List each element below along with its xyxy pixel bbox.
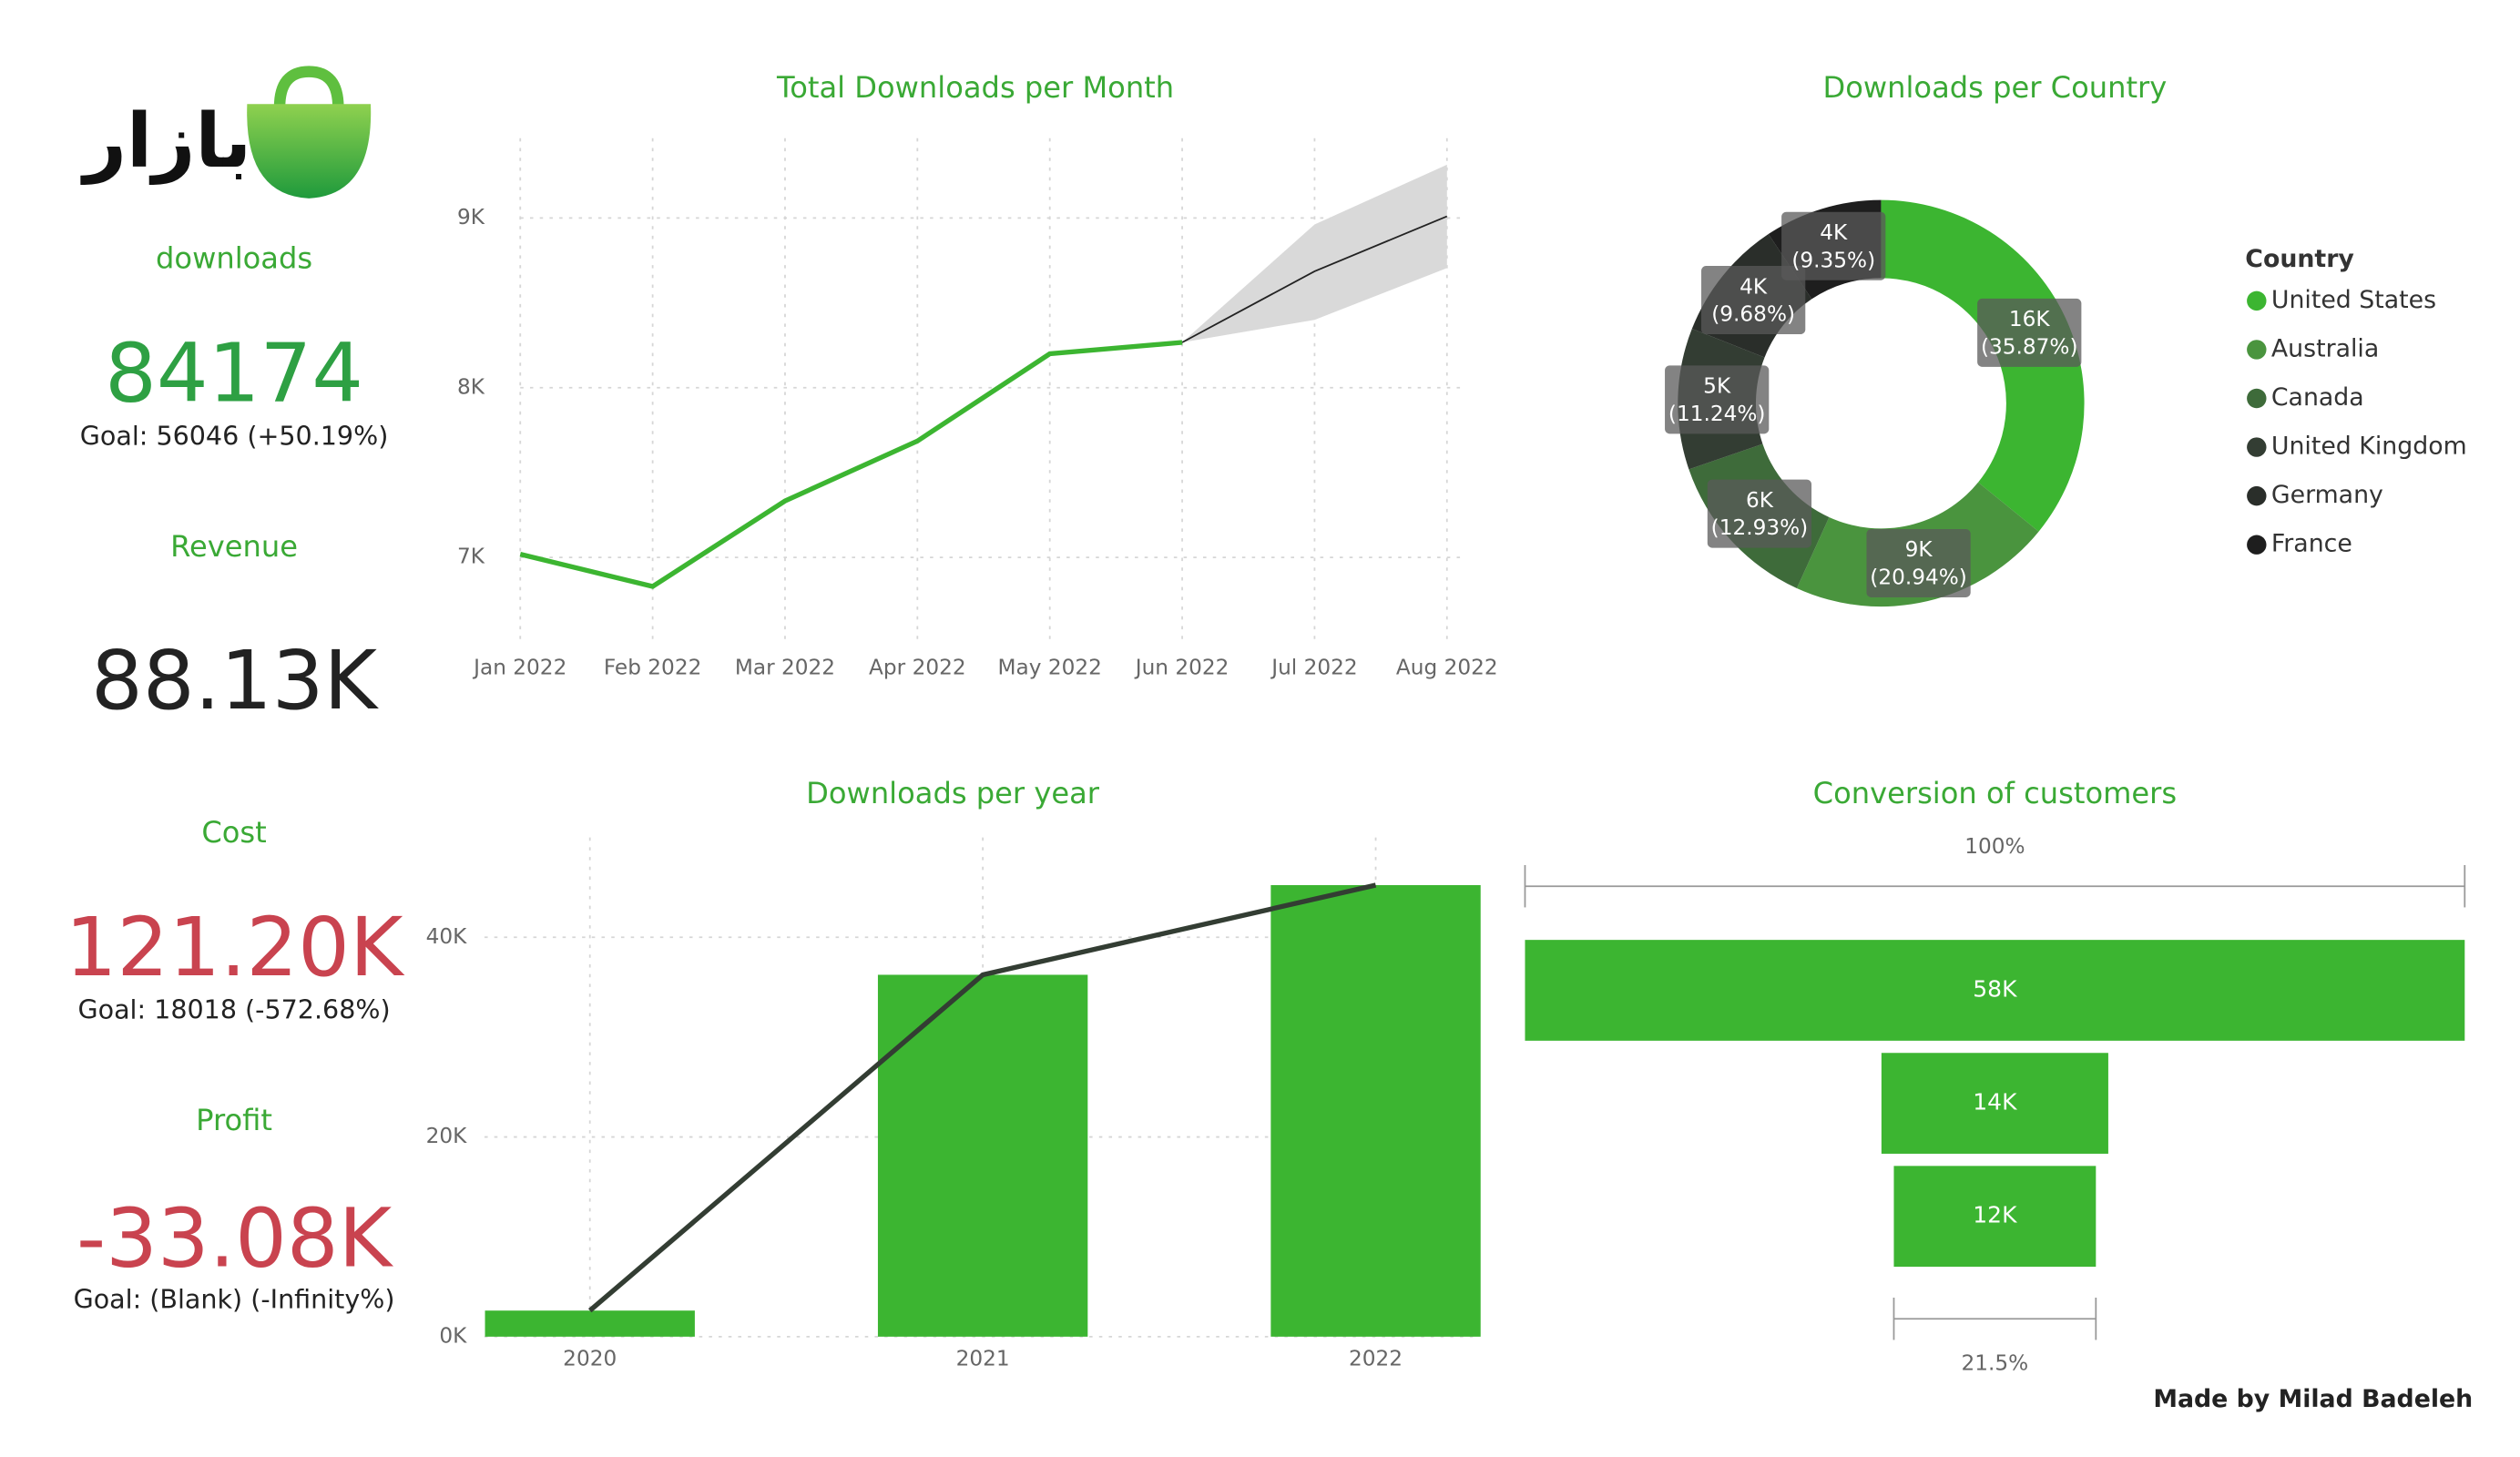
data-label-box <box>1781 211 1886 280</box>
x-tick-label: Mar 2022 <box>735 655 835 679</box>
legend-swatch <box>2247 290 2267 311</box>
legend-label: Canada <box>2271 383 2364 412</box>
chart-title: Downloads per year <box>806 776 1100 810</box>
data-label-line: (35.87%) <box>1981 334 2078 359</box>
bar <box>1270 885 1481 1337</box>
kpi-value: 121.20K <box>66 901 405 995</box>
logo: بازار <box>80 66 372 199</box>
legend-swatch <box>2247 437 2267 457</box>
legend-swatch <box>2247 340 2267 360</box>
legend-swatch <box>2247 535 2267 555</box>
data-label-line: 6K <box>1746 487 1774 512</box>
chart-title: Conversion of customers <box>1813 776 2177 810</box>
funnel-top-label: 100% <box>1964 834 2025 859</box>
legend-swatch <box>2247 485 2267 506</box>
donut-slice <box>1881 199 2085 532</box>
data-label-line: 4K <box>1740 274 1768 299</box>
x-tick-label: May 2022 <box>998 655 1102 679</box>
data-label: 5K (11.24%) <box>1668 373 1766 425</box>
data-label-box <box>1866 528 1971 597</box>
kpi-goal: Goal: 56046 (+50.19%) <box>80 420 389 451</box>
kpi-label: Cost <box>201 815 266 850</box>
chart-title: Downloads per Country <box>1823 70 2168 105</box>
data-label-line: 9K <box>1905 537 1933 562</box>
funnel-bottom-label: 21.5% <box>1962 1351 2029 1376</box>
legend-label: United States <box>2271 286 2436 314</box>
legend-swatch <box>2247 388 2267 409</box>
data-label-line: (9.35%) <box>1791 248 1875 272</box>
kpi-goal: Goal: (Blank) (-Infinity%) <box>74 1284 395 1315</box>
y-tick-label: 7K <box>457 545 485 569</box>
bar <box>485 1310 695 1337</box>
funnel-bar <box>1893 1166 2097 1268</box>
chart-title: Total Downloads per Month <box>776 70 1174 105</box>
legend-label: France <box>2271 530 2352 558</box>
data-label: 4K (9.68%) <box>1711 274 1795 326</box>
data-label-box <box>1707 479 1812 548</box>
x-tick-label: 2020 <box>563 1346 617 1370</box>
legend-label: United Kingdom <box>2271 433 2467 461</box>
forecast-band <box>1182 164 1447 343</box>
y-tick-label: 9K <box>457 205 485 229</box>
line <box>587 882 1377 1313</box>
kpi-value: 84174 <box>105 326 363 421</box>
data-label: 58K <box>1973 975 2017 1002</box>
kpi-value: -33.08K <box>77 1191 394 1286</box>
data-label-line: 16K <box>2009 307 2051 331</box>
data-label: 9K (20.94%) <box>1870 537 1967 589</box>
data-label-line: (20.94%) <box>1870 565 1967 589</box>
x-tick-label: Jan 2022 <box>472 655 566 679</box>
kpi-label: Revenue <box>170 529 298 564</box>
legend-label: Germany <box>2271 481 2383 509</box>
credit: Made by Milad Badeleh <box>2153 1385 2473 1413</box>
kpi-goal: Goal: 18018 (-572.68%) <box>77 994 390 1025</box>
x-tick-label: Aug 2022 <box>1396 655 1498 679</box>
bar <box>877 974 1088 1337</box>
x-tick-label: Apr 2022 <box>869 655 966 679</box>
kpi-label: Profit <box>196 1103 272 1137</box>
legend-label: Australia <box>2271 334 2379 362</box>
y-tick-label: 8K <box>457 374 485 399</box>
x-tick-label: Jul 2022 <box>1270 655 1357 679</box>
kpi-label: downloads <box>156 241 312 276</box>
data-label-line: (12.93%) <box>1711 515 1809 540</box>
y-tick-label: 40K <box>426 924 468 949</box>
y-tick-label: 20K <box>426 1124 468 1148</box>
funnel-bar <box>1525 940 2465 1041</box>
data-label-line: 4K <box>1820 219 1848 244</box>
data-label: 6K (12.93%) <box>1711 487 1809 539</box>
x-tick-label: 2022 <box>1349 1346 1403 1370</box>
data-label: 14K <box>1973 1089 2017 1116</box>
data-label-box <box>1665 365 1770 434</box>
line <box>519 340 1183 589</box>
x-tick-label: Feb 2022 <box>604 655 701 679</box>
x-tick-label: 2021 <box>956 1346 1010 1370</box>
data-label: 12K <box>1973 1202 2017 1228</box>
y-tick-label: 0K <box>439 1323 467 1348</box>
forecast-line <box>1181 215 1448 343</box>
data-label-line: 5K <box>1703 373 1731 398</box>
funnel-bar <box>1881 1053 2108 1154</box>
data-label-box <box>1701 266 1806 335</box>
logo-text: بازار <box>80 98 251 185</box>
data-label-box <box>1977 298 2082 367</box>
data-label: 16K (35.87%) <box>1981 307 2078 359</box>
legend-title: Country <box>2245 245 2354 273</box>
data-label-line: (11.24%) <box>1668 401 1766 425</box>
x-tick-label: Jun 2022 <box>1134 655 1229 679</box>
bag-icon <box>247 104 372 199</box>
data-label-line: (9.68%) <box>1711 301 1795 326</box>
bag-handle <box>273 66 344 108</box>
kpi-value: 88.13K <box>91 634 380 728</box>
data-label: 4K (9.35%) <box>1791 219 1875 271</box>
